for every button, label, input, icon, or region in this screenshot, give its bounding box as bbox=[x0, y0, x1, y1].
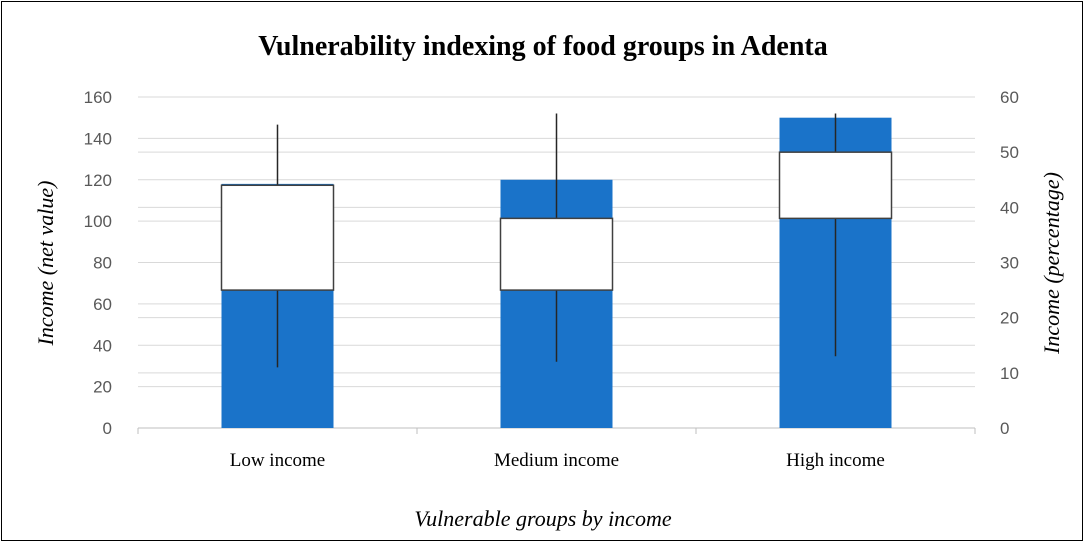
y-left-tick-label: 20 bbox=[93, 378, 112, 397]
y-right-tick-label: 30 bbox=[1000, 254, 1019, 273]
y-right-tick-label: 40 bbox=[1000, 198, 1019, 217]
up-box bbox=[220, 184, 335, 291]
y-right-tick-label: 0 bbox=[1000, 419, 1009, 438]
y-right-tick-label: 60 bbox=[1000, 88, 1019, 107]
y-left-tick-label: 100 bbox=[84, 212, 112, 231]
category-label: High income bbox=[786, 450, 885, 471]
chart-title: Vulnerability indexing of food groups in… bbox=[258, 31, 828, 62]
category-label: Low income bbox=[230, 450, 326, 471]
y-left-tick-label: 160 bbox=[84, 88, 112, 107]
x-axis-label: Vulnerable groups by income bbox=[414, 506, 672, 531]
category-label: Medium income bbox=[494, 450, 619, 471]
y-right-tick-label: 50 bbox=[1000, 143, 1019, 162]
up-box bbox=[499, 217, 614, 291]
up-box bbox=[778, 151, 893, 220]
y-left-tick-label: 120 bbox=[84, 171, 112, 190]
y-right-tick-label: 20 bbox=[1000, 309, 1019, 328]
y-right-tick-label: 10 bbox=[1000, 364, 1019, 383]
y-left-tick-label: 80 bbox=[93, 254, 112, 273]
y-left-tick-label: 0 bbox=[103, 419, 112, 438]
y-left-tick-label: 60 bbox=[93, 295, 112, 314]
y-left-tick-label: 140 bbox=[84, 129, 112, 148]
y-left-tick-label: 40 bbox=[93, 336, 112, 355]
